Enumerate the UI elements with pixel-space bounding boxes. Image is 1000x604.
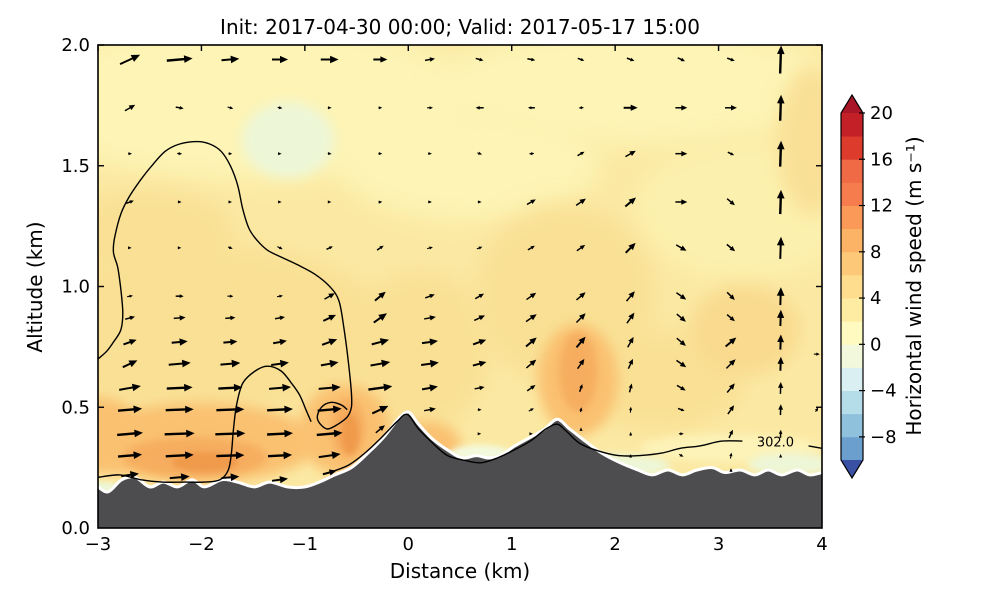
colorbar-tick-label: −4 (870, 381, 897, 402)
shading-blob (242, 102, 334, 178)
y-tick-label: 0.0 (61, 518, 90, 539)
shading-blob (559, 332, 597, 412)
colorbar-extend-over (841, 95, 863, 113)
y-tick-label: 0.5 (61, 397, 90, 418)
colorbar-band (841, 321, 863, 345)
x-tick-label: −2 (188, 534, 215, 555)
y-axis-label: Altitude (km) (23, 221, 47, 352)
colorbar-band (841, 182, 863, 206)
colorbar-tick-label: −8 (870, 427, 897, 448)
colorbar-label: Horizontal wind speed (m s⁻¹) (902, 136, 926, 435)
colorbar-extend-under (841, 460, 863, 478)
x-tick-label: 3 (713, 534, 724, 555)
colorbar-band (841, 367, 863, 391)
colorbar-band (841, 437, 863, 461)
colorbar-band (841, 252, 863, 276)
colorbar-band (841, 275, 863, 299)
colorbar-tick-label: 12 (870, 196, 893, 217)
shading-blob (690, 285, 800, 375)
y-tick-label: 1.0 (61, 277, 90, 298)
colorbar-band (841, 414, 863, 438)
x-tick-label: 4 (816, 534, 827, 555)
shading-blob (778, 65, 846, 215)
colorbar: 20 16 12 8 4 0 −4 −8 (841, 95, 897, 478)
colorbar-tick-label: 4 (870, 288, 881, 309)
colorbar-tick-label: 16 (870, 149, 893, 170)
colorbar-band (841, 298, 863, 322)
colorbar-band (841, 229, 863, 253)
colorbar-band (841, 136, 863, 160)
x-tick-label: 1 (506, 534, 517, 555)
colorbar-band (841, 391, 863, 415)
colorbar-band (841, 344, 863, 368)
colorbar-tick-label: 0 (870, 334, 881, 355)
x-axis-label: Distance (km) (390, 559, 530, 583)
colorbar-band (841, 113, 863, 137)
x-tick-label: −1 (292, 534, 319, 555)
shading-blob (65, 190, 235, 280)
plot-title: Init: 2017-04-30 00:00; Valid: 2017-05-1… (220, 15, 700, 39)
y-tick-label: 1.5 (61, 156, 90, 177)
x-tick-label: 2 (609, 534, 620, 555)
wind-speed-shading (20, 20, 855, 528)
y-tick-label: 2.0 (61, 35, 90, 56)
colorbar-band (841, 206, 863, 230)
x-tick-label: 0 (403, 534, 414, 555)
colorbar-tick-label: 8 (870, 242, 881, 263)
colorbar-band (841, 159, 863, 183)
colorbar-tick-label: 20 (870, 103, 893, 124)
contour-value-label: 302.0 (757, 435, 794, 450)
